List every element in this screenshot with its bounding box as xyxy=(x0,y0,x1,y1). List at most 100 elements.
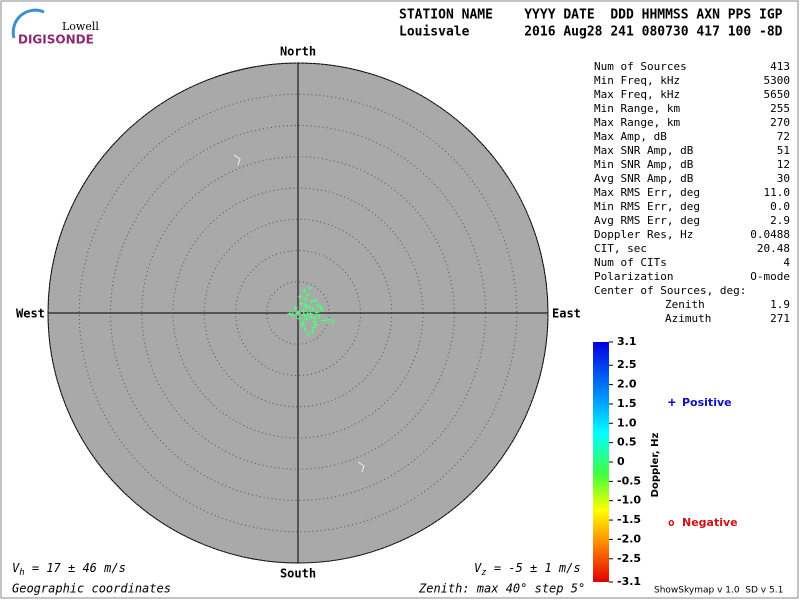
stat-value: 413 xyxy=(770,60,790,73)
colorbar xyxy=(593,342,609,582)
source-point xyxy=(313,298,318,303)
source-point xyxy=(298,294,303,300)
stat-value: 4 xyxy=(783,256,790,269)
stat-label: Max Range, km xyxy=(594,116,680,129)
source-point xyxy=(308,311,313,317)
legend-negative: Negative xyxy=(682,516,738,529)
source-point xyxy=(303,296,308,302)
version-text: ShowSkymap v 1.0 SD v 5.1 xyxy=(654,586,783,596)
coords-text: Geographic coordinates xyxy=(12,582,171,596)
colorbar-label: Doppler, Hz xyxy=(650,433,661,498)
colorbar-tick-label: 0 xyxy=(617,455,625,468)
source-point xyxy=(309,299,315,305)
stat-label: Min Range, km xyxy=(594,102,680,115)
colorbar-tick-label: -1.0 xyxy=(617,494,641,507)
stat-label: Polarization xyxy=(594,270,673,283)
source-point xyxy=(306,331,312,337)
stat-label: Doppler Res, Hz xyxy=(594,228,693,241)
source-point xyxy=(316,313,322,319)
stat-label: Max Freq, kHz xyxy=(594,88,680,101)
stat-label: Num of Sources xyxy=(594,60,687,73)
colorbar-tick-label: 1.0 xyxy=(617,416,637,429)
logo-swoosh xyxy=(11,8,45,39)
logo-bottom: DIGISONDE xyxy=(18,33,94,47)
source-point xyxy=(301,313,307,318)
colorbar-tick-label: 0.5 xyxy=(617,436,637,449)
source-point xyxy=(308,314,314,320)
source-point xyxy=(298,301,304,307)
colorbar-tick-label: -3.1 xyxy=(617,575,641,588)
source-point xyxy=(306,304,312,310)
stat-value: 5650 xyxy=(764,88,791,101)
source-point xyxy=(293,305,298,311)
zenith-text: Zenith: max 40° step 5° xyxy=(418,582,585,596)
source-point xyxy=(301,308,307,314)
compass-east: East xyxy=(552,307,581,321)
stat-value: 12 xyxy=(777,158,790,171)
stat-value: 72 xyxy=(777,130,790,143)
source-point xyxy=(330,319,336,325)
colorbar-tick-label: 3.1 xyxy=(617,335,637,348)
source-point xyxy=(295,310,301,316)
logo-top: Lowell xyxy=(62,20,99,33)
source-point xyxy=(287,311,293,317)
stat-value: O-mode xyxy=(750,270,790,283)
source-point xyxy=(307,285,313,291)
header-values: Louisvale 2016 Aug28 241 080730 417 100 … xyxy=(399,25,783,40)
stat-label: Min Freq, kHz xyxy=(594,74,680,87)
stat-value: 20.48 xyxy=(757,242,790,255)
stat-heading: Center of Sources, deg: xyxy=(594,284,746,297)
colorbar-tick-label: 2.0 xyxy=(617,378,637,391)
source-point xyxy=(303,302,308,308)
source-point xyxy=(296,316,302,322)
stat-label: Min RMS Err, deg xyxy=(594,200,700,213)
stat-label: Avg SNR Amp, dB xyxy=(594,172,694,185)
stat-value: 1.9 xyxy=(770,298,790,311)
compass-south: South xyxy=(280,567,316,581)
source-point xyxy=(304,311,310,317)
stat-label: CIT, sec xyxy=(594,242,647,255)
stat-label: Min SNR Amp, dB xyxy=(594,158,694,171)
source-point xyxy=(312,315,318,321)
legend-positive: Positive xyxy=(682,396,732,409)
marker-glyph xyxy=(357,461,365,473)
stat-label: Azimuth xyxy=(665,312,711,325)
stat-value: 5300 xyxy=(764,74,791,87)
source-point xyxy=(304,316,310,322)
source-point xyxy=(314,309,320,315)
source-point xyxy=(313,321,319,327)
source-point xyxy=(325,317,331,323)
marker-glyph xyxy=(233,154,241,166)
colorbar-tick-label: 2.5 xyxy=(617,358,637,371)
stat-value: 270 xyxy=(770,116,790,129)
source-point xyxy=(310,306,316,312)
compass-west: West xyxy=(16,307,45,321)
stat-label: Zenith xyxy=(665,298,705,311)
colorbar-tick-label: -0.5 xyxy=(617,474,641,487)
source-point xyxy=(311,324,317,330)
source-point xyxy=(299,323,305,328)
compass-north: North xyxy=(280,45,316,59)
stat-label: Num of CITs xyxy=(594,256,667,269)
colorbar-tick-label: -2.5 xyxy=(617,552,641,565)
vz-text: Vz = -5 ± 1 m/s xyxy=(474,561,581,578)
stat-value: 0.0 xyxy=(770,200,790,213)
stat-value: 271 xyxy=(770,312,790,325)
source-point xyxy=(303,304,309,310)
source-point xyxy=(290,312,296,318)
source-point xyxy=(301,288,307,293)
stat-value: 11.0 xyxy=(764,186,791,199)
stat-label: Max SNR Amp, dB xyxy=(594,144,694,157)
stat-value: 0.0488 xyxy=(750,228,790,241)
source-point xyxy=(321,318,327,323)
header-labels: STATION NAME YYYY DATE DDD HHMMSS AXN PP… xyxy=(399,8,783,23)
colorbar-tick-label: 1.5 xyxy=(617,397,637,410)
colorbar-tick-label: -1.5 xyxy=(617,513,641,526)
stat-value: 2.9 xyxy=(770,214,790,227)
legend-negative-symbol: o xyxy=(668,516,675,529)
source-point xyxy=(300,320,306,326)
stat-label: Max RMS Err, deg xyxy=(594,186,700,199)
stat-value: 255 xyxy=(770,102,790,115)
